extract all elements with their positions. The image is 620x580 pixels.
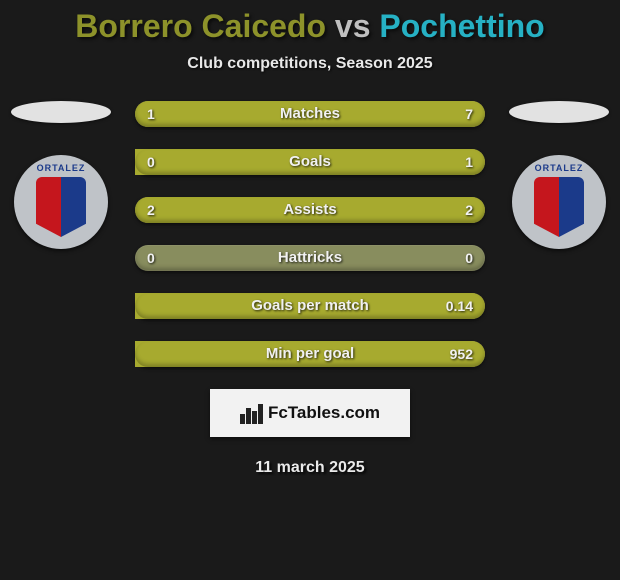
player1-club-badge: ORTALEZ	[14, 155, 108, 249]
player1-name: Borrero Caicedo	[75, 8, 326, 44]
subtitle: Club competitions, Season 2025	[0, 55, 620, 73]
stat-bars: 1Matches70Goals12Assists20Hattricks0Goal…	[135, 101, 485, 367]
comparison-title: Borrero Caicedo vs Pochettino	[0, 0, 620, 45]
player2-name: Pochettino	[379, 8, 544, 44]
stat-value-right: 7	[465, 101, 473, 127]
stat-value-right: 0	[465, 245, 473, 271]
player2-club-badge: ORTALEZ	[512, 155, 606, 249]
stat-label: Min per goal	[135, 341, 485, 367]
club-shield-icon	[534, 177, 584, 237]
stat-row: 0Goals1	[135, 149, 485, 175]
snapshot-date: 11 march 2025	[0, 459, 620, 477]
stat-value-right: 2	[465, 197, 473, 223]
player1-column: ORTALEZ	[6, 101, 116, 249]
stat-label: Matches	[135, 101, 485, 127]
stat-label: Assists	[135, 197, 485, 223]
vs-separator: vs	[335, 8, 371, 44]
player1-club-name: ORTALEZ	[26, 163, 96, 173]
stat-value-right: 1	[465, 149, 473, 175]
stat-value-right: 0.14	[446, 293, 473, 319]
stat-row: Goals per match0.14	[135, 293, 485, 319]
player2-club-name: ORTALEZ	[524, 163, 594, 173]
brand-watermark: FcTables.com	[210, 389, 410, 437]
stat-label: Goals	[135, 149, 485, 175]
brand-text: FcTables.com	[268, 403, 380, 423]
stat-row: 1Matches7	[135, 101, 485, 127]
comparison-body: ORTALEZ ORTALEZ 1Matches70Goals12Assists…	[0, 101, 620, 367]
player2-column: ORTALEZ	[504, 101, 614, 249]
stat-row: Min per goal952	[135, 341, 485, 367]
player2-photo-placeholder	[509, 101, 609, 123]
brand-chart-icon	[240, 402, 262, 424]
stat-value-right: 952	[450, 341, 473, 367]
club-shield-icon	[36, 177, 86, 237]
stat-row: 0Hattricks0	[135, 245, 485, 271]
stat-label: Hattricks	[135, 245, 485, 271]
player1-photo-placeholder	[11, 101, 111, 123]
stat-row: 2Assists2	[135, 197, 485, 223]
stat-label: Goals per match	[135, 293, 485, 319]
